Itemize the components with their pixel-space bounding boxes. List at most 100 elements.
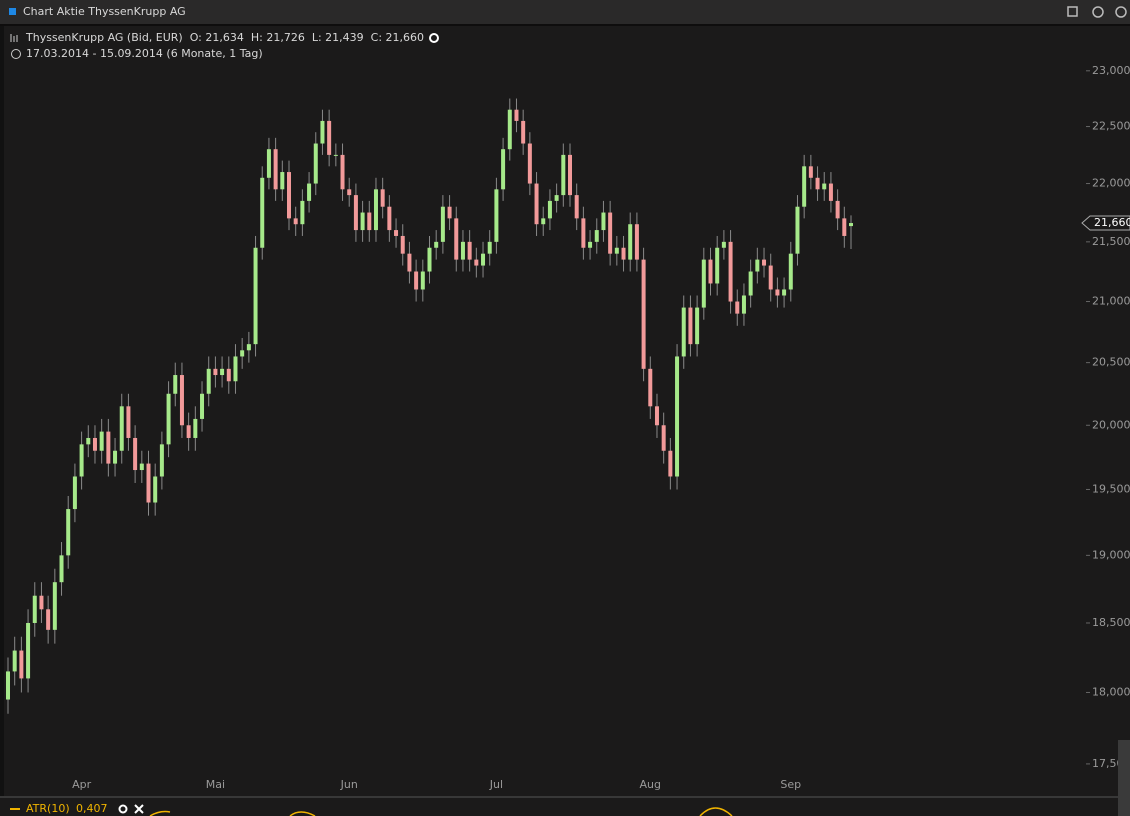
- candle-body: [233, 356, 238, 382]
- candle-body: [708, 259, 713, 284]
- candle-body: [594, 230, 599, 242]
- candle-body: [414, 271, 419, 290]
- plot: 23,000 22,500 22,000 21,500 21,000 20,500 20,0…: [6, 64, 1130, 791]
- candle-body: [494, 189, 499, 242]
- candle-body: [561, 154, 566, 196]
- candle-body: [266, 149, 271, 178]
- candle-body: [802, 166, 807, 207]
- x-tick-label: Jun: [340, 778, 358, 791]
- candle-body: [688, 307, 693, 345]
- candle-body: [849, 223, 853, 227]
- candle-body: [701, 259, 706, 308]
- candle-body: [795, 206, 800, 254]
- candle-body: [387, 206, 392, 231]
- candle-body: [146, 463, 151, 503]
- candle-body: [695, 307, 700, 345]
- candle-body: [514, 109, 519, 121]
- candle-body: [287, 172, 291, 219]
- indicator-settings[interactable]: [118, 804, 128, 814]
- candle-body: [333, 154, 338, 156]
- candle-body: [66, 509, 71, 556]
- candle-body: [648, 368, 653, 407]
- candle-body: [179, 375, 184, 426]
- candle-body: [39, 595, 44, 610]
- candle-body: [407, 253, 412, 272]
- candle-body: [260, 177, 265, 248]
- candle-body: [467, 241, 472, 260]
- left-border: [0, 26, 4, 796]
- y-tick-label: 20,000: [1092, 418, 1130, 431]
- candle-body: [52, 582, 57, 630]
- candle-body: [240, 350, 245, 357]
- candle-body: [119, 406, 124, 451]
- y-tick-label: 22,000: [1092, 177, 1130, 190]
- y-tick-label: 18,000: [1092, 685, 1130, 698]
- candle-body: [735, 301, 740, 314]
- price-marker-label: 21,660: [1094, 216, 1130, 229]
- candle-body: [775, 289, 780, 296]
- x-tick-label: Jul: [489, 778, 503, 791]
- candle-body: [113, 450, 118, 464]
- candle-body: [166, 393, 171, 445]
- candle-body: [501, 149, 506, 190]
- candle-body: [568, 154, 572, 196]
- candle-body: [487, 241, 492, 254]
- y-tick-label: 21,500: [1092, 235, 1130, 248]
- candle-body: [32, 595, 37, 623]
- candle-body: [400, 235, 405, 254]
- candle-body: [588, 241, 593, 248]
- candle-body: [614, 247, 619, 254]
- candle-body: [46, 609, 51, 630]
- candle-body: [313, 143, 318, 184]
- candle-body: [554, 195, 559, 201]
- x-tick-label: Mai: [206, 778, 225, 791]
- candle-body: [213, 368, 218, 376]
- indicator-value: 0,407: [76, 802, 108, 815]
- candle-body: [474, 259, 479, 266]
- title-bar: [0, 0, 1130, 24]
- candle-body: [6, 671, 10, 700]
- candle-body: [300, 200, 305, 225]
- candle-body: [721, 241, 726, 248]
- y-tick-label: 22,500: [1092, 120, 1130, 133]
- candle-body: [762, 259, 767, 266]
- candle-body: [206, 368, 211, 394]
- window-icon: [9, 8, 16, 15]
- candle-body: [99, 431, 104, 451]
- x-tick-label: Apr: [72, 778, 92, 791]
- candle-body: [634, 224, 639, 260]
- candle-body: [715, 247, 720, 284]
- candle-body: [668, 450, 673, 477]
- window-buttons[interactable]: [1067, 6, 1127, 18]
- candle-body: [72, 476, 77, 510]
- candle-body: [380, 189, 385, 207]
- window-title: Chart Aktie ThyssenKrupp AG: [23, 5, 186, 18]
- candle-body: [126, 406, 131, 438]
- candle-body: [159, 444, 164, 477]
- candle-body: [434, 241, 439, 248]
- candle-body: [186, 425, 191, 438]
- candle-body: [628, 224, 633, 260]
- indicator-close[interactable]: [134, 804, 144, 814]
- settings-icon[interactable]: [429, 33, 439, 43]
- candle-body: [828, 183, 833, 201]
- candle-body: [675, 356, 680, 477]
- candle-body: [226, 368, 231, 382]
- candle-body: [86, 437, 91, 445]
- candle-body: [842, 218, 847, 236]
- candle-body: [782, 289, 787, 296]
- candle-body: [608, 212, 613, 254]
- indicator-name: ATR(10): [26, 802, 70, 815]
- candle-body: [534, 183, 539, 225]
- candle-body: [19, 650, 24, 679]
- chart-subtitle: 17.03.2014 - 15.09.2014 (6 Monate, 1 Tag…: [26, 47, 263, 60]
- candle-body: [440, 206, 445, 242]
- candle-body: [541, 218, 546, 225]
- candle-body: [12, 650, 17, 672]
- candle-body: [654, 406, 659, 426]
- y-tick-label: 19,000: [1092, 548, 1130, 561]
- candle-body: [788, 253, 793, 290]
- candle-body: [307, 183, 312, 201]
- candle-body: [507, 109, 512, 150]
